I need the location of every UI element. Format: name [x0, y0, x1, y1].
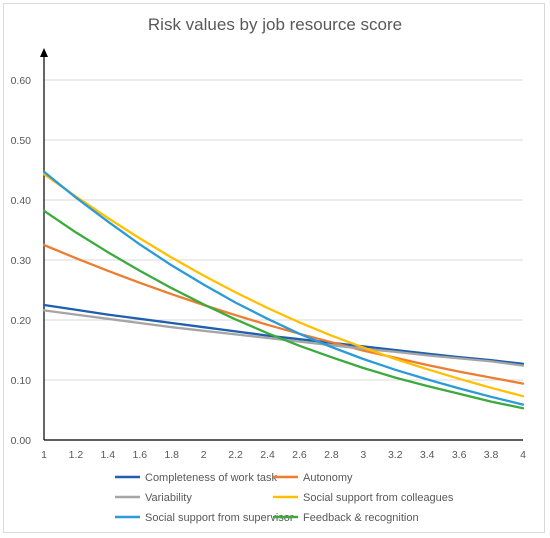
x-tick-label: 2.6	[292, 449, 307, 461]
axes	[40, 48, 523, 441]
x-tick-label: 2.2	[228, 449, 243, 461]
x-tick-label: 2.4	[260, 449, 275, 461]
y-axis-arrowhead	[40, 48, 48, 57]
x-tick-label: 3.2	[388, 449, 403, 461]
x-tick-label: 3.4	[420, 449, 435, 461]
legend-label: Autonomy	[303, 472, 353, 484]
x-tick-label: 2	[201, 449, 207, 461]
x-tick-label: 1.2	[69, 449, 84, 461]
chart-title: Risk values by job resource score	[148, 15, 402, 34]
legend-label: Feedback & recognition	[303, 512, 419, 524]
legend-item-variability: Variability	[115, 492, 192, 504]
x-tick-label: 3.6	[452, 449, 467, 461]
legend-label: Variability	[145, 492, 192, 504]
y-tick-label: 0.10	[11, 375, 32, 387]
x-tick-label: 1.8	[164, 449, 179, 461]
legend-item-social-support-from-colleagues: Social support from colleagues	[273, 492, 454, 504]
y-tick-label: 0.50	[11, 135, 32, 147]
series-line-social-support-from-colleagues	[42, 173, 525, 398]
x-tick-label: 3	[360, 449, 366, 461]
legend-item-autonomy: Autonomy	[273, 472, 353, 484]
series-lines	[42, 170, 525, 410]
y-tick-label: 0.30	[11, 255, 32, 267]
series-line-completeness-of-work-task	[42, 303, 525, 365]
y-tick-label: 0.40	[11, 195, 32, 207]
x-tick-label: 4	[520, 449, 526, 461]
series-line-social-support-from-supervisor	[42, 170, 525, 406]
gridlines	[44, 79, 523, 381]
legend-label: Completeness of work task	[145, 472, 278, 484]
legend-item-completeness-of-work-task: Completeness of work task	[115, 472, 278, 484]
chart-frame	[3, 3, 545, 533]
y-axis-tick-labels: 0.00 0.10 0.20 0.30 0.40 0.50 0.60	[11, 75, 32, 447]
legend: Completeness of work task Autonomy Variabi…	[115, 472, 454, 524]
x-axis-tick-labels: 1 1.2 1.4 1.6 1.8 2 2.2 2.4 2.6 2.8 3 3.2 3.4 3.6 3.8 4	[41, 449, 526, 461]
y-tick-label: 0.20	[11, 315, 32, 327]
y-tick-label: 0.60	[11, 75, 32, 87]
legend-item-social-support-from-supervisor: Social support from supervisor	[115, 512, 294, 524]
y-tick-label: 0.00	[11, 435, 32, 447]
series-line-autonomy	[42, 243, 525, 385]
series-line-feedback-and-recognition	[42, 209, 525, 410]
x-tick-label: 2.8	[324, 449, 339, 461]
x-tick-label: 1.6	[132, 449, 147, 461]
legend-label: Social support from colleagues	[303, 492, 454, 504]
x-tick-label: 3.8	[484, 449, 499, 461]
x-tick-label: 1.4	[101, 449, 116, 461]
legend-label: Social support from supervisor	[145, 512, 294, 524]
x-tick-label: 1	[41, 449, 47, 461]
legend-item-feedback-and-recognition: Feedback & recognition	[273, 512, 419, 524]
